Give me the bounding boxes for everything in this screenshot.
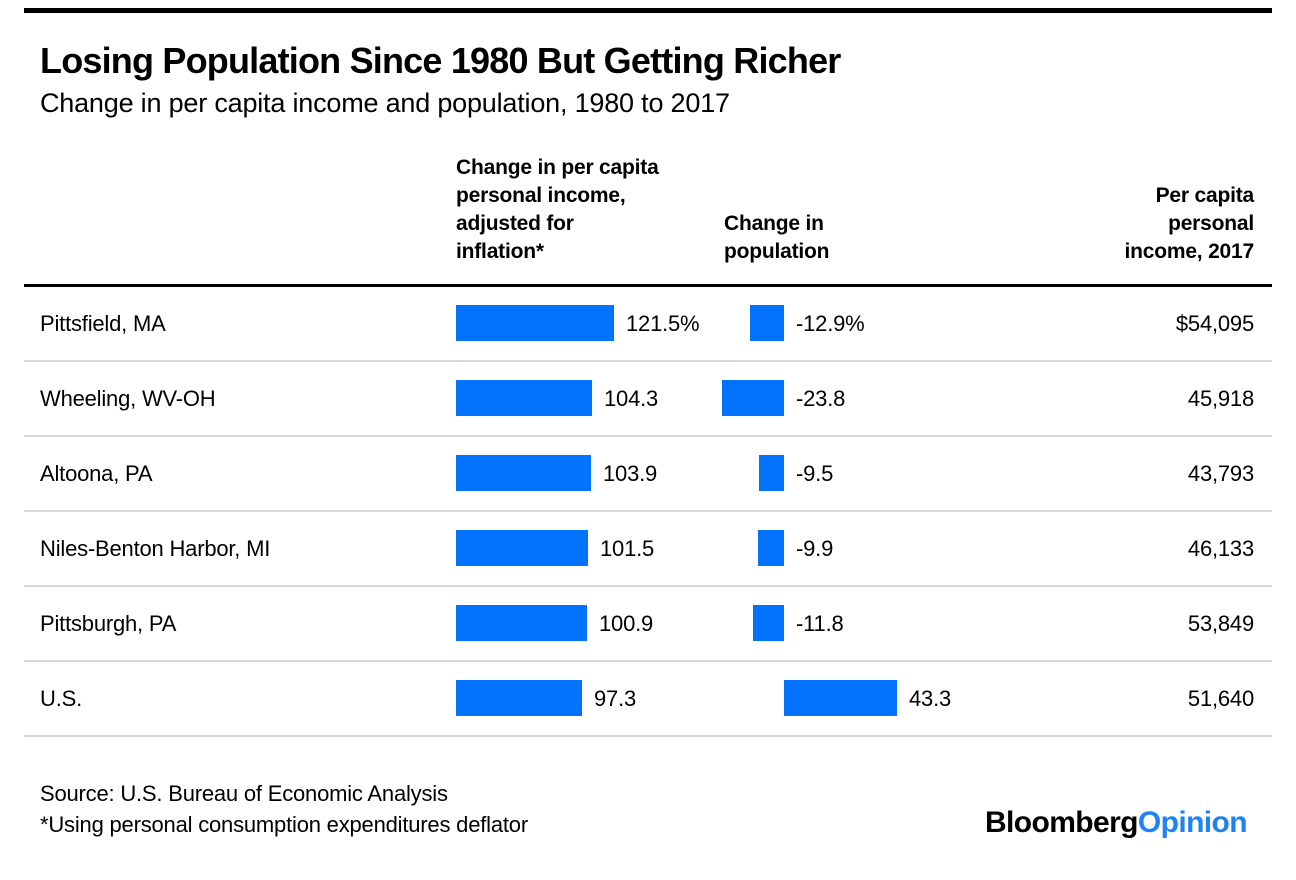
source-text: Source: U.S. Bureau of Economic Analysis [40, 781, 448, 806]
row-label: Pittsburgh, PA [40, 610, 177, 636]
population-bar [784, 680, 897, 716]
row-label: Altoona, PA [40, 460, 153, 486]
population-value: 43.3 [909, 685, 952, 711]
income-2017-value: 45,918 [1187, 385, 1254, 411]
income-2017-value: 43,793 [1187, 460, 1254, 486]
logo-bloomberg-text: Bloomberg [984, 806, 1139, 839]
logo-opinion-text: Opinion [1137, 806, 1248, 839]
income-value: 101.5 [600, 535, 655, 561]
column-headers: Change in per capita personal income, ad… [24, 150, 1272, 266]
row-label: Wheeling, WV-OH [40, 385, 216, 411]
population-value: -12.9% [796, 310, 865, 336]
row-label: Niles-Benton Harbor, MI [40, 535, 271, 561]
income-2017-value: 53,849 [1187, 610, 1254, 636]
table-body: Pittsfield, MA 121.5% -12.9% $54,095 Whe… [24, 287, 1272, 737]
income-bar [456, 380, 592, 416]
income-bar [456, 680, 582, 716]
column-header-income-2017: Per capita personal income, 2017 [1124, 184, 1254, 263]
chart-subtitle: Change in per capita income and populati… [40, 88, 730, 118]
column-header-population-change: Change in population [724, 212, 830, 263]
row-label: Pittsfield, MA [40, 310, 166, 336]
table-row: Pittsfield, MA 121.5% -12.9% $54,095 [24, 287, 1272, 362]
income-value: 104.3 [604, 385, 659, 411]
income-value: 100.9 [599, 610, 654, 636]
population-bar [759, 455, 784, 491]
population-bar [758, 530, 784, 566]
table-row: Niles-Benton Harbor, MI 101.5 -9.9 46,13… [24, 512, 1272, 587]
income-bar [456, 455, 591, 491]
income-2017-value: $54,095 [1175, 310, 1254, 336]
bloomberg-opinion-logo: BloombergOpinion [984, 806, 1248, 840]
population-value: -11.8 [796, 610, 844, 636]
table-row: Altoona, PA 103.9 -9.5 43,793 [24, 437, 1272, 512]
population-bar [722, 380, 784, 416]
income-2017-value: 46,133 [1187, 535, 1254, 561]
population-value: -9.5 [796, 460, 834, 486]
population-bar [753, 605, 784, 641]
population-value: -23.8 [796, 385, 846, 411]
footnote-text: *Using personal consumption expenditures… [40, 812, 528, 837]
income-value: 97.3 [594, 685, 637, 711]
income-bar [456, 530, 588, 566]
income-bar [456, 605, 587, 641]
row-label: U.S. [40, 685, 82, 711]
income-bar [456, 305, 614, 341]
header-rule [24, 284, 1272, 287]
column-header-income-change: Change in per capita personal income, ad… [456, 156, 659, 263]
income-value: 103.9 [603, 460, 658, 486]
population-bar [750, 305, 784, 341]
top-rule [24, 8, 1272, 13]
population-value: -9.9 [796, 535, 834, 561]
income-2017-value: 51,640 [1187, 685, 1254, 711]
table-row: Wheeling, WV-OH 104.3 -23.8 45,918 [24, 362, 1272, 437]
chart-title: Losing Population Since 1980 But Getting… [40, 40, 841, 81]
table-row: Pittsburgh, PA 100.9 -11.8 53,849 [24, 587, 1272, 662]
income-value: 121.5% [626, 310, 700, 336]
table-row: U.S. 97.3 43.3 51,640 [24, 662, 1272, 737]
source-note: Source: U.S. Bureau of Economic Analysis… [40, 778, 528, 840]
